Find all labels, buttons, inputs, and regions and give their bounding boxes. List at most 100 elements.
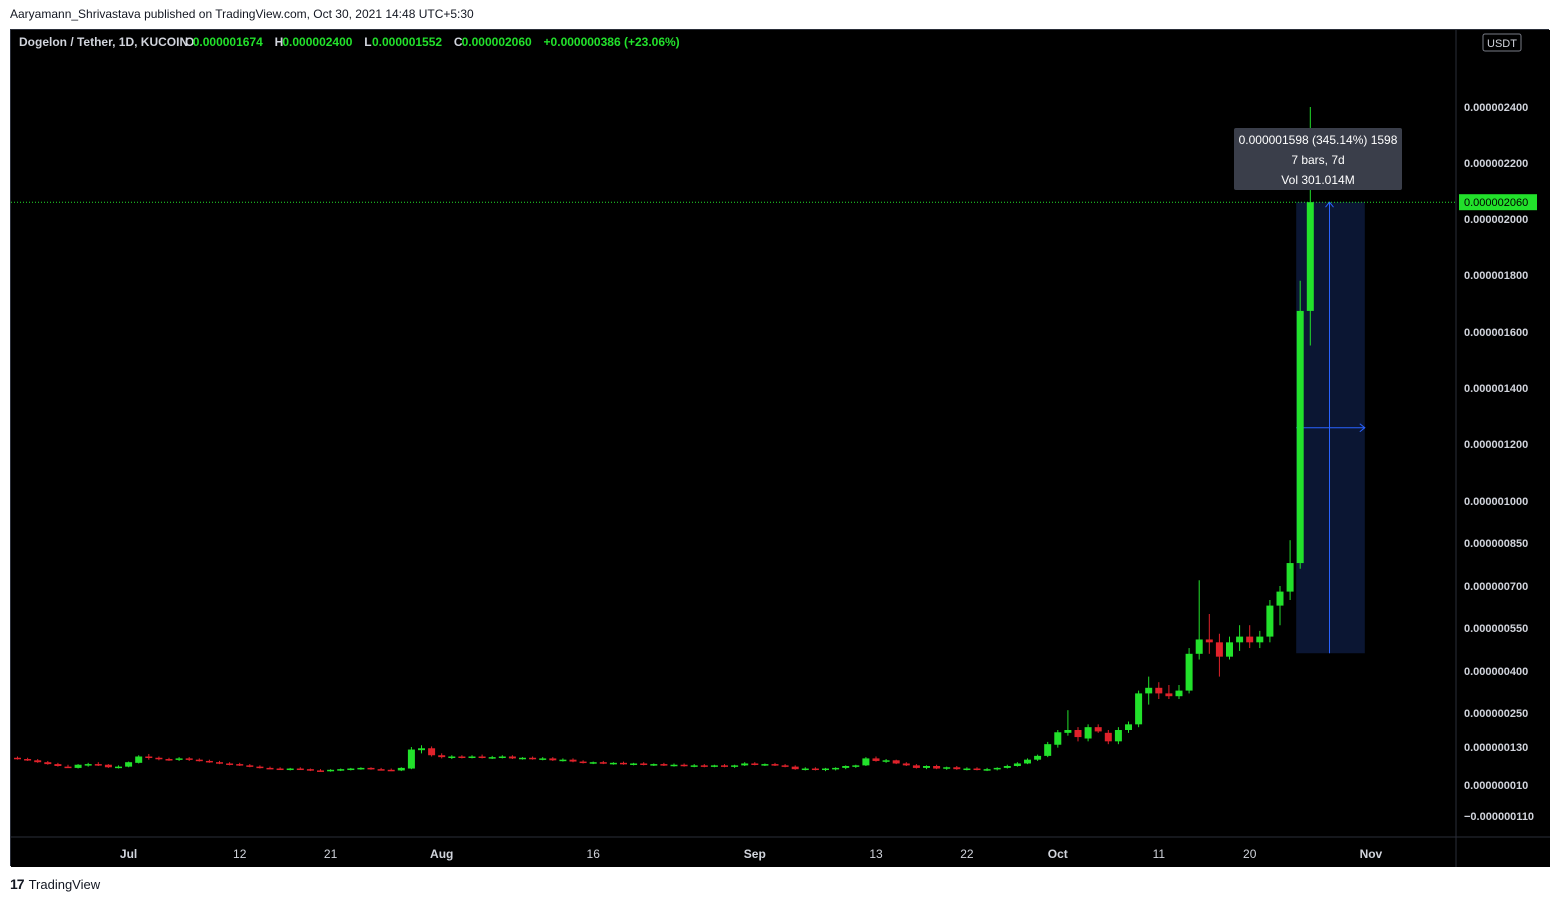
candle[interactable] (24, 757, 32, 761)
candle[interactable] (650, 763, 658, 766)
candle[interactable] (1104, 730, 1112, 745)
candle[interactable] (84, 762, 92, 767)
currency-badge[interactable]: USDT (1487, 38, 1517, 50)
candle[interactable] (195, 758, 203, 762)
candle[interactable] (1054, 730, 1062, 748)
candle[interactable] (852, 764, 860, 768)
candle[interactable] (630, 762, 638, 766)
candle[interactable] (700, 764, 708, 768)
candle[interactable] (1195, 580, 1203, 660)
candle[interactable] (327, 769, 335, 772)
candle[interactable] (357, 767, 365, 770)
candle[interactable] (54, 762, 62, 767)
candle[interactable] (1135, 690, 1143, 728)
candle[interactable] (367, 767, 375, 770)
candle[interactable] (438, 753, 446, 759)
candle[interactable] (882, 759, 890, 763)
candle[interactable] (1286, 540, 1294, 600)
candle[interactable] (256, 765, 264, 769)
candle[interactable] (1165, 685, 1173, 699)
candle[interactable] (680, 763, 688, 767)
candle[interactable] (822, 767, 829, 772)
candle[interactable] (418, 745, 425, 754)
candle[interactable] (1094, 724, 1102, 733)
candle[interactable] (539, 757, 547, 761)
candle[interactable] (347, 767, 355, 771)
candle[interactable] (1003, 764, 1011, 769)
candle[interactable] (155, 756, 163, 761)
candle[interactable] (175, 757, 183, 761)
candle[interactable] (246, 764, 254, 768)
candle[interactable] (569, 758, 577, 763)
candle[interactable] (741, 762, 749, 766)
candle[interactable] (721, 764, 728, 768)
candle[interactable] (973, 767, 981, 771)
candle[interactable] (44, 760, 52, 765)
candle[interactable] (771, 762, 779, 766)
candle[interactable] (670, 763, 678, 767)
candle[interactable] (296, 767, 304, 771)
candle[interactable] (1024, 758, 1031, 765)
candle[interactable] (1064, 710, 1072, 736)
candle[interactable] (185, 757, 193, 761)
candle[interactable] (1114, 727, 1122, 745)
candle[interactable] (892, 759, 900, 765)
candle[interactable] (1145, 676, 1153, 705)
candle[interactable] (317, 769, 324, 772)
candle[interactable] (205, 759, 213, 763)
candle[interactable] (1074, 727, 1082, 742)
candle[interactable] (1185, 648, 1193, 694)
candle[interactable] (266, 766, 274, 770)
candle[interactable] (599, 760, 607, 765)
candle[interactable] (498, 755, 506, 759)
candle[interactable] (963, 767, 971, 771)
chart-area[interactable]: 0.000002400 0.000002200 0.000002000 0.00000… (10, 29, 1550, 867)
candle[interactable] (559, 758, 567, 762)
candle[interactable] (1246, 625, 1254, 649)
candle[interactable] (216, 760, 223, 765)
candle[interactable] (337, 768, 345, 772)
candle[interactable] (872, 756, 880, 762)
candle[interactable] (842, 765, 850, 770)
candle[interactable] (609, 762, 617, 765)
candle[interactable] (64, 764, 72, 769)
candle[interactable] (276, 767, 284, 771)
candle[interactable] (1084, 724, 1092, 742)
candle[interactable] (14, 756, 21, 760)
candle[interactable] (761, 763, 769, 766)
candle[interactable] (832, 767, 840, 771)
candle[interactable] (135, 755, 143, 764)
candle[interactable] (579, 760, 587, 764)
candle[interactable] (660, 762, 668, 766)
candle[interactable] (1125, 721, 1132, 733)
candle[interactable] (236, 762, 244, 766)
candle[interactable] (529, 756, 537, 760)
candle[interactable] (1215, 633, 1223, 677)
candle[interactable] (407, 747, 415, 770)
candle[interactable] (488, 755, 496, 760)
candle[interactable] (1155, 682, 1163, 699)
candle[interactable] (983, 767, 991, 772)
candle[interactable] (781, 764, 789, 768)
candle[interactable] (387, 768, 395, 772)
candle[interactable] (125, 761, 133, 768)
candle[interactable] (1256, 630, 1264, 649)
candle[interactable] (448, 755, 456, 760)
candle[interactable] (145, 753, 153, 760)
candle[interactable] (1044, 741, 1052, 758)
candle[interactable] (690, 764, 698, 768)
candle[interactable] (226, 762, 234, 766)
candle[interactable] (165, 757, 173, 761)
candle[interactable] (801, 767, 809, 771)
currency-badge-bg[interactable] (1482, 33, 1522, 52)
candle[interactable] (519, 757, 526, 760)
candle[interactable] (74, 764, 82, 769)
candle[interactable] (94, 762, 102, 766)
candle[interactable] (104, 764, 112, 768)
candle[interactable] (1226, 636, 1233, 660)
candle[interactable] (1205, 614, 1213, 654)
candle[interactable] (458, 755, 466, 759)
candle[interactable] (1013, 762, 1021, 767)
candle[interactable] (306, 768, 314, 772)
candle[interactable] (953, 766, 961, 770)
